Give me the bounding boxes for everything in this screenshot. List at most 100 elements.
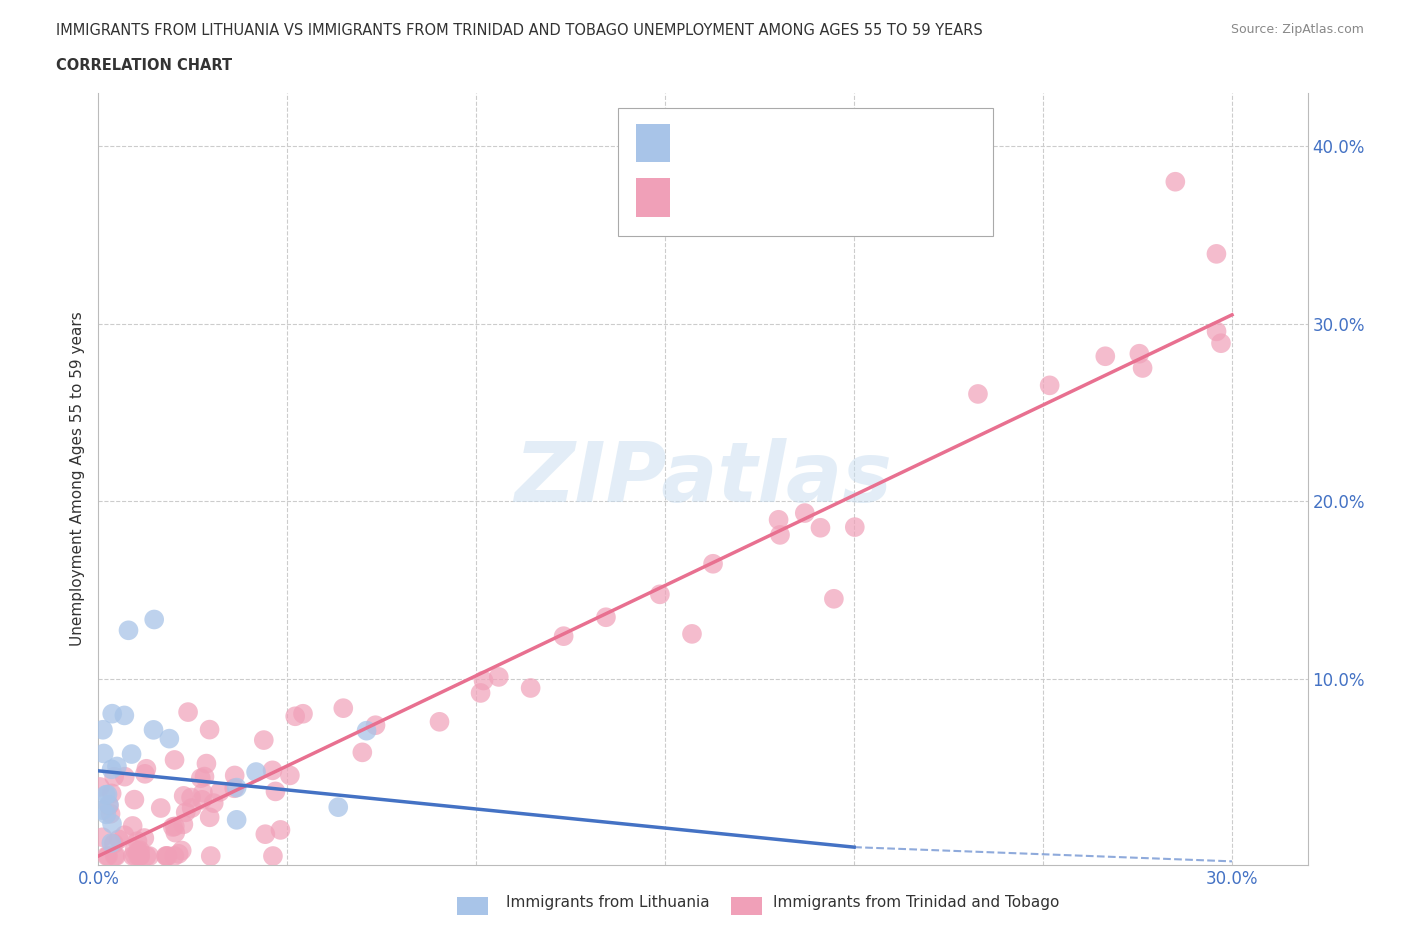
Point: [193, 769, 215, 784]
Text: R = -0.309   N = 23: R = -0.309 N = 23: [689, 133, 852, 151]
Point: [172, 817, 194, 831]
Point: [124, 848, 146, 863]
Point: [114, 828, 136, 843]
Point: [134, 766, 156, 781]
Point: [135, 762, 157, 777]
FancyBboxPatch shape: [637, 124, 671, 163]
FancyBboxPatch shape: [637, 178, 671, 217]
Point: [142, 723, 165, 737]
Point: [681, 627, 703, 642]
Point: [101, 817, 124, 831]
Point: [191, 785, 214, 800]
Point: [91, 830, 114, 844]
Point: [163, 752, 186, 767]
Point: [180, 790, 202, 805]
Point: [810, 520, 832, 535]
Point: [823, 591, 845, 606]
Point: [157, 731, 180, 746]
Point: [124, 843, 146, 857]
FancyBboxPatch shape: [619, 109, 993, 236]
Point: [155, 848, 177, 863]
Point: [91, 803, 114, 817]
Y-axis label: Unemployment Among Ages 55 to 59 years: Unemployment Among Ages 55 to 59 years: [69, 312, 84, 646]
Point: [470, 685, 492, 700]
Point: [519, 681, 541, 696]
Point: [163, 819, 186, 834]
Point: [245, 764, 267, 779]
Point: [165, 825, 187, 840]
Point: [967, 387, 990, 402]
Point: [100, 806, 122, 821]
Point: [553, 629, 575, 644]
Point: [198, 810, 221, 825]
Point: [174, 804, 197, 819]
Point: [225, 813, 247, 828]
Point: [1164, 174, 1187, 189]
Point: [224, 768, 246, 783]
Point: [91, 723, 114, 737]
Point: [101, 706, 124, 721]
Point: [121, 747, 143, 762]
Point: [769, 527, 792, 542]
Point: [190, 771, 212, 786]
Point: [170, 844, 193, 858]
Point: [253, 733, 276, 748]
Point: [177, 705, 200, 720]
Point: [128, 848, 150, 863]
Point: [1205, 324, 1227, 339]
Point: [112, 708, 135, 723]
Point: [1039, 378, 1062, 392]
Point: [129, 843, 152, 857]
Point: [224, 781, 246, 796]
Point: [262, 848, 284, 863]
Point: [100, 762, 122, 777]
Point: [93, 746, 115, 761]
Point: [98, 798, 121, 813]
Point: [97, 797, 120, 812]
Point: [1094, 349, 1116, 364]
Point: [1132, 361, 1154, 376]
Point: [105, 759, 128, 774]
Point: [162, 819, 184, 834]
Point: [173, 789, 195, 804]
Text: Source: ZipAtlas.com: Source: ZipAtlas.com: [1230, 23, 1364, 36]
Point: [844, 520, 866, 535]
Point: [103, 836, 125, 851]
Point: [180, 801, 202, 816]
Point: [1205, 246, 1227, 261]
Point: [254, 827, 277, 842]
Point: [768, 512, 790, 527]
Point: [472, 673, 495, 688]
Point: [94, 788, 117, 803]
Point: [138, 848, 160, 863]
Point: [292, 706, 315, 721]
Point: [156, 848, 179, 863]
Point: [103, 769, 125, 784]
Point: [135, 848, 157, 863]
Point: [97, 848, 120, 863]
Point: [195, 756, 218, 771]
Point: [155, 848, 177, 863]
Point: [262, 763, 284, 777]
Point: [124, 792, 146, 807]
Point: [225, 780, 247, 795]
Point: [121, 818, 143, 833]
Point: [127, 844, 149, 858]
Point: [595, 610, 617, 625]
Point: [114, 769, 136, 784]
Point: [200, 848, 222, 863]
Point: [202, 796, 225, 811]
Point: [328, 800, 350, 815]
Point: [488, 670, 510, 684]
Point: [89, 779, 111, 794]
Point: [1128, 346, 1150, 361]
Point: [191, 792, 214, 807]
Point: [332, 700, 354, 715]
Point: [134, 830, 156, 845]
Point: [117, 623, 139, 638]
Text: Immigrants from Lithuania: Immigrants from Lithuania: [506, 895, 710, 910]
Point: [793, 506, 815, 521]
Point: [648, 587, 671, 602]
Point: [269, 822, 291, 837]
Point: [352, 745, 374, 760]
